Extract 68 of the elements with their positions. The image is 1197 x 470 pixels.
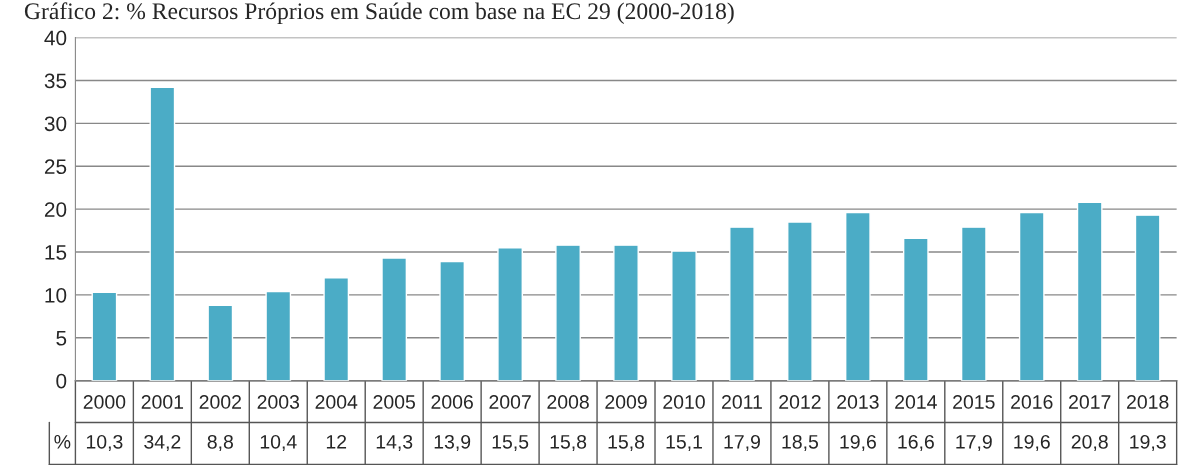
x-tick-label: 2005 xyxy=(373,395,416,409)
bar xyxy=(787,221,813,381)
x-tick-label: 2008 xyxy=(547,395,589,409)
data-label: 15,5 xyxy=(492,435,529,451)
y-tick-label: 0 xyxy=(56,373,67,389)
data-label: 17,9 xyxy=(956,434,992,451)
bar xyxy=(91,291,118,381)
bar xyxy=(149,86,176,381)
x-tick-label: 2000 xyxy=(83,395,126,409)
x-tick-label: 2007 xyxy=(489,395,531,409)
x-tick-label: 2018 xyxy=(1127,395,1169,409)
chart-title: Gráfico 2: % Recursos Próprios em Saúde com base na EC 29 (2000-2018) xyxy=(24,2,734,24)
data-label: 12 xyxy=(326,434,347,449)
bar xyxy=(497,247,523,381)
bar xyxy=(323,277,350,381)
data-label: 16,6 xyxy=(898,434,934,451)
y-tick-label: 15 xyxy=(45,245,67,260)
text: % xyxy=(54,435,71,449)
x-tick-label: 2015 xyxy=(953,395,995,409)
x-tick-label: 2010 xyxy=(663,395,705,409)
bar xyxy=(613,244,639,381)
bar xyxy=(1134,214,1161,381)
bar xyxy=(555,244,581,381)
data-label: 8,8 xyxy=(207,434,233,451)
x-tick-label: 2003 xyxy=(257,395,300,409)
data-label: 10,3 xyxy=(86,434,123,451)
bar xyxy=(729,226,755,381)
y-tick-label: 40 xyxy=(44,30,67,46)
data-label: 34,2 xyxy=(144,434,181,451)
x-tick-label: 2013 xyxy=(837,395,879,409)
x-tick-label: 2001 xyxy=(141,395,184,409)
data-label: 15,8 xyxy=(550,434,587,451)
y-tick-label: 25 xyxy=(44,159,67,175)
bar xyxy=(845,211,871,381)
data-label: 10,4 xyxy=(260,434,297,451)
x-tick-label: 2016 xyxy=(1011,395,1053,409)
x-tick-label: 2017 xyxy=(1069,395,1111,409)
x-tick-label: 2009 xyxy=(605,395,647,409)
data-label: 19,3 xyxy=(1130,434,1166,451)
bar xyxy=(1018,211,1045,381)
x-tick-label: 2006 xyxy=(431,395,473,409)
x-tick-label: 2012 xyxy=(779,395,821,409)
y-tick-label: 20 xyxy=(44,202,67,217)
y-tick-label: 5 xyxy=(56,331,67,346)
bar xyxy=(1076,201,1103,381)
data-label: 19,6 xyxy=(1014,434,1050,451)
y-tick-label: 10 xyxy=(45,287,67,303)
data-label: 18,5 xyxy=(782,434,819,451)
data-label: 20,8 xyxy=(1071,434,1108,451)
bar xyxy=(439,260,466,381)
x-tick-label: 2011 xyxy=(722,395,762,409)
x-tick-label: 2014 xyxy=(895,395,937,409)
data-label: 17,9 xyxy=(724,434,760,451)
y-tick-label: 30 xyxy=(44,116,67,132)
data-label: 15,1 xyxy=(666,435,702,451)
data-label: 15,8 xyxy=(608,434,645,451)
x-tick-label: 2002 xyxy=(199,395,241,409)
data-label: 13,9 xyxy=(434,434,471,451)
bar xyxy=(671,250,697,381)
data-label: 19,6 xyxy=(840,434,876,451)
x-tick-label: 2004 xyxy=(315,395,358,409)
bar xyxy=(265,290,292,381)
bar xyxy=(902,237,929,381)
data-label: 14,3 xyxy=(376,434,413,451)
y-tick-label: 35 xyxy=(44,73,67,89)
bar xyxy=(381,257,408,381)
bar xyxy=(960,226,987,381)
bar xyxy=(207,304,234,381)
